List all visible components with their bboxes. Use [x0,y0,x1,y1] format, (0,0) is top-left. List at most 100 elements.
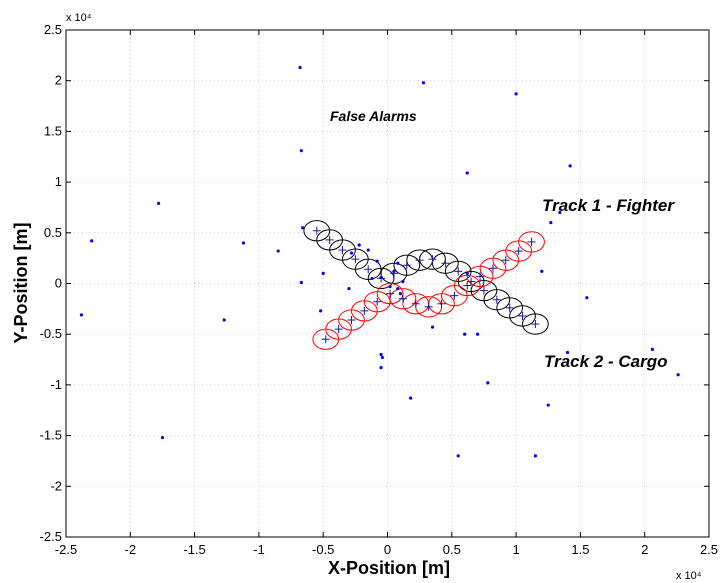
false-alarm-dot [319,309,323,313]
track-2-point [360,306,369,315]
x-tick-label: -1 [253,542,265,557]
annotation-track-2: Track 2 - Cargo [544,352,667,371]
false-alarm-dot [380,355,384,360]
track-1-point [312,226,321,235]
false-alarm-dot [568,164,572,168]
false-alarm-dot [676,373,680,377]
false-alarm-dot [349,251,354,255]
track-2-point [450,291,459,300]
track-1-point [454,267,463,276]
false-alarm-dot [375,259,379,263]
annotation-false-alarms: False Alarms [330,108,417,124]
track-1-point [351,255,360,264]
track-1-point [479,286,488,295]
false-alarm-dot [533,454,537,458]
x-axis-label: X-Position [m] [328,558,450,578]
y-tick-label: 0 [55,276,62,291]
track-1-point [441,259,450,268]
x-tick-label: -2.5 [55,542,77,557]
false-alarm-dot [379,275,383,280]
track-1-point [518,311,527,320]
false-alarm-dot [401,279,405,284]
y-tick-label: -1 [50,377,62,392]
false-alarm-dot [565,350,570,355]
x-tick-label: -1.5 [183,542,205,557]
track-2-point [398,294,407,303]
false-alarm-dot [379,366,383,370]
track-2-point [424,302,433,311]
false-alarm-dot [398,292,402,296]
x-tick-label: -2 [125,542,137,557]
track-1-point [325,235,334,244]
track-2-gate [518,231,545,253]
false-alarm-dot [540,269,544,273]
track-1-gate [393,254,421,276]
x-tick-label: -0.5 [312,542,334,557]
y-tick-label: -2.5 [40,529,62,544]
track-2-point [476,272,485,281]
track-2-point [488,264,497,273]
false-alarm-dot [241,241,246,245]
track-2-point [514,247,523,256]
false-alarm-dot [558,210,562,215]
false-alarm-dot [222,318,226,322]
false-alarm-dot [392,269,396,273]
y-tick-label: 2.5 [44,22,62,37]
false-alarm-dot [301,226,305,230]
false-alarm-dot [156,201,161,205]
false-alarm-dot [366,248,370,252]
x-tick-label: 0 [384,542,391,557]
false-alarm-dot [409,396,413,400]
false-alarm-dot [430,325,435,329]
track-1-point [467,277,476,286]
false-alarm-dot [486,381,490,385]
y-tick-label: 2 [55,73,62,88]
track-1-point [505,303,514,312]
false-alarm-dot [160,436,165,440]
x-tick-label: 2.5 [700,542,718,557]
false-alarm-dot [347,286,351,291]
track-1-points [312,226,540,329]
false-alarm-dot [388,284,392,289]
false-alarm-dot [546,403,550,407]
false-alarm-dot [379,352,383,357]
y-tick-label: 0.5 [44,225,62,240]
false-alarm-dot [456,454,460,458]
track-2-point [334,325,343,334]
track-2-gate [376,283,404,305]
track-1-point [338,246,347,255]
x-tick-labels: -2.5 -2 -1.5 -1 -0.5 0 0.5 1 1.5 2 2.5 [55,542,718,557]
false-alarm-dot [475,332,480,336]
false-alarm-dot [276,249,280,253]
track-2-point [386,289,395,298]
x-tick-label: 1.5 [571,542,589,557]
track-2-point [347,316,356,325]
track-2-point [373,297,382,306]
false-alarm-dot [421,81,426,85]
x-exponent-label: x 10⁴ [676,570,702,582]
false-alarm-dot [396,261,400,265]
track-2-point [437,299,446,308]
y-tick-label: 1 [55,174,62,189]
false-alarm-dot [585,296,589,300]
false-alarm-dot [321,271,325,275]
false-alarm-dot [650,347,655,352]
track-1-point [492,295,501,304]
false-alarm-dot [465,171,469,175]
y-tick-labels: 2.5 2 1.5 1 0.5 0 -0.5 -1 -1.5 -2 -2.5 [40,22,62,544]
false-alarm-dot [463,332,467,336]
track-1-gate [522,313,549,335]
detection-dots [79,65,680,458]
track-2-point [411,299,420,308]
track-1-point [402,261,411,270]
track-1-point [364,265,373,274]
y-tick-label: -1.5 [40,428,62,443]
false-alarm-dot [299,149,303,153]
false-alarm-dot [299,280,303,285]
false-alarm-dot [298,65,302,70]
false-alarm-dot [514,92,518,96]
track-2-point [501,256,510,265]
track-1-point [428,255,437,264]
track-2-point [527,237,536,246]
